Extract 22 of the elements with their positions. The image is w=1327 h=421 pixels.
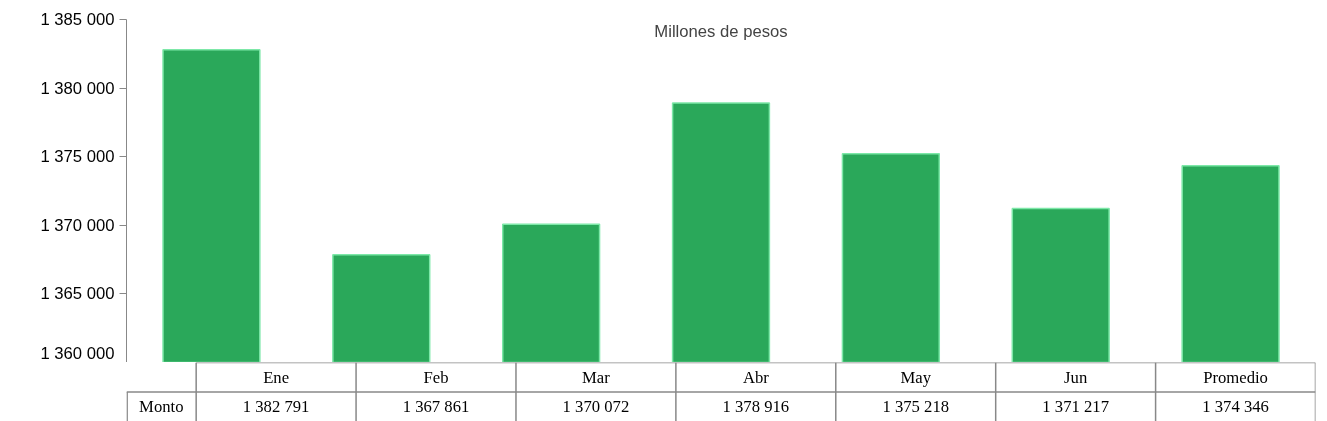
y-tick-label: 1 375 000 xyxy=(40,147,115,167)
x-tick-label: Feb xyxy=(423,367,449,387)
data-label: 1 375 218 xyxy=(882,397,950,417)
y-tick-label: 1 360 000 xyxy=(40,343,115,363)
data-label: 1 367 861 xyxy=(402,397,470,417)
text: Monto xyxy=(139,397,184,417)
x-tick-label: Promedio xyxy=(1203,367,1268,387)
data-label: 1 382 791 xyxy=(242,397,310,417)
data-label: 1 374 346 xyxy=(1202,397,1269,417)
y-tick-label: 1 380 000 xyxy=(40,78,115,98)
y-tick-label: 1 370 000 xyxy=(40,215,115,235)
x-tick-label: Abr xyxy=(742,367,770,387)
x-tick-label: Jun xyxy=(1064,367,1088,387)
chart-title: Millones de pesos xyxy=(654,21,788,41)
x-tick-label: Ene xyxy=(263,367,290,387)
x-tick-label: May xyxy=(900,367,932,387)
data-label: 1 370 072 xyxy=(562,397,630,417)
data-label: 1 371 217 xyxy=(1042,397,1109,417)
x-tick-label: Mar xyxy=(582,367,611,387)
y-tick-label: 1 365 000 xyxy=(40,284,115,304)
data-label: 1 378 916 xyxy=(722,397,790,417)
y-tick-label: 1 385 000 xyxy=(40,10,115,29)
